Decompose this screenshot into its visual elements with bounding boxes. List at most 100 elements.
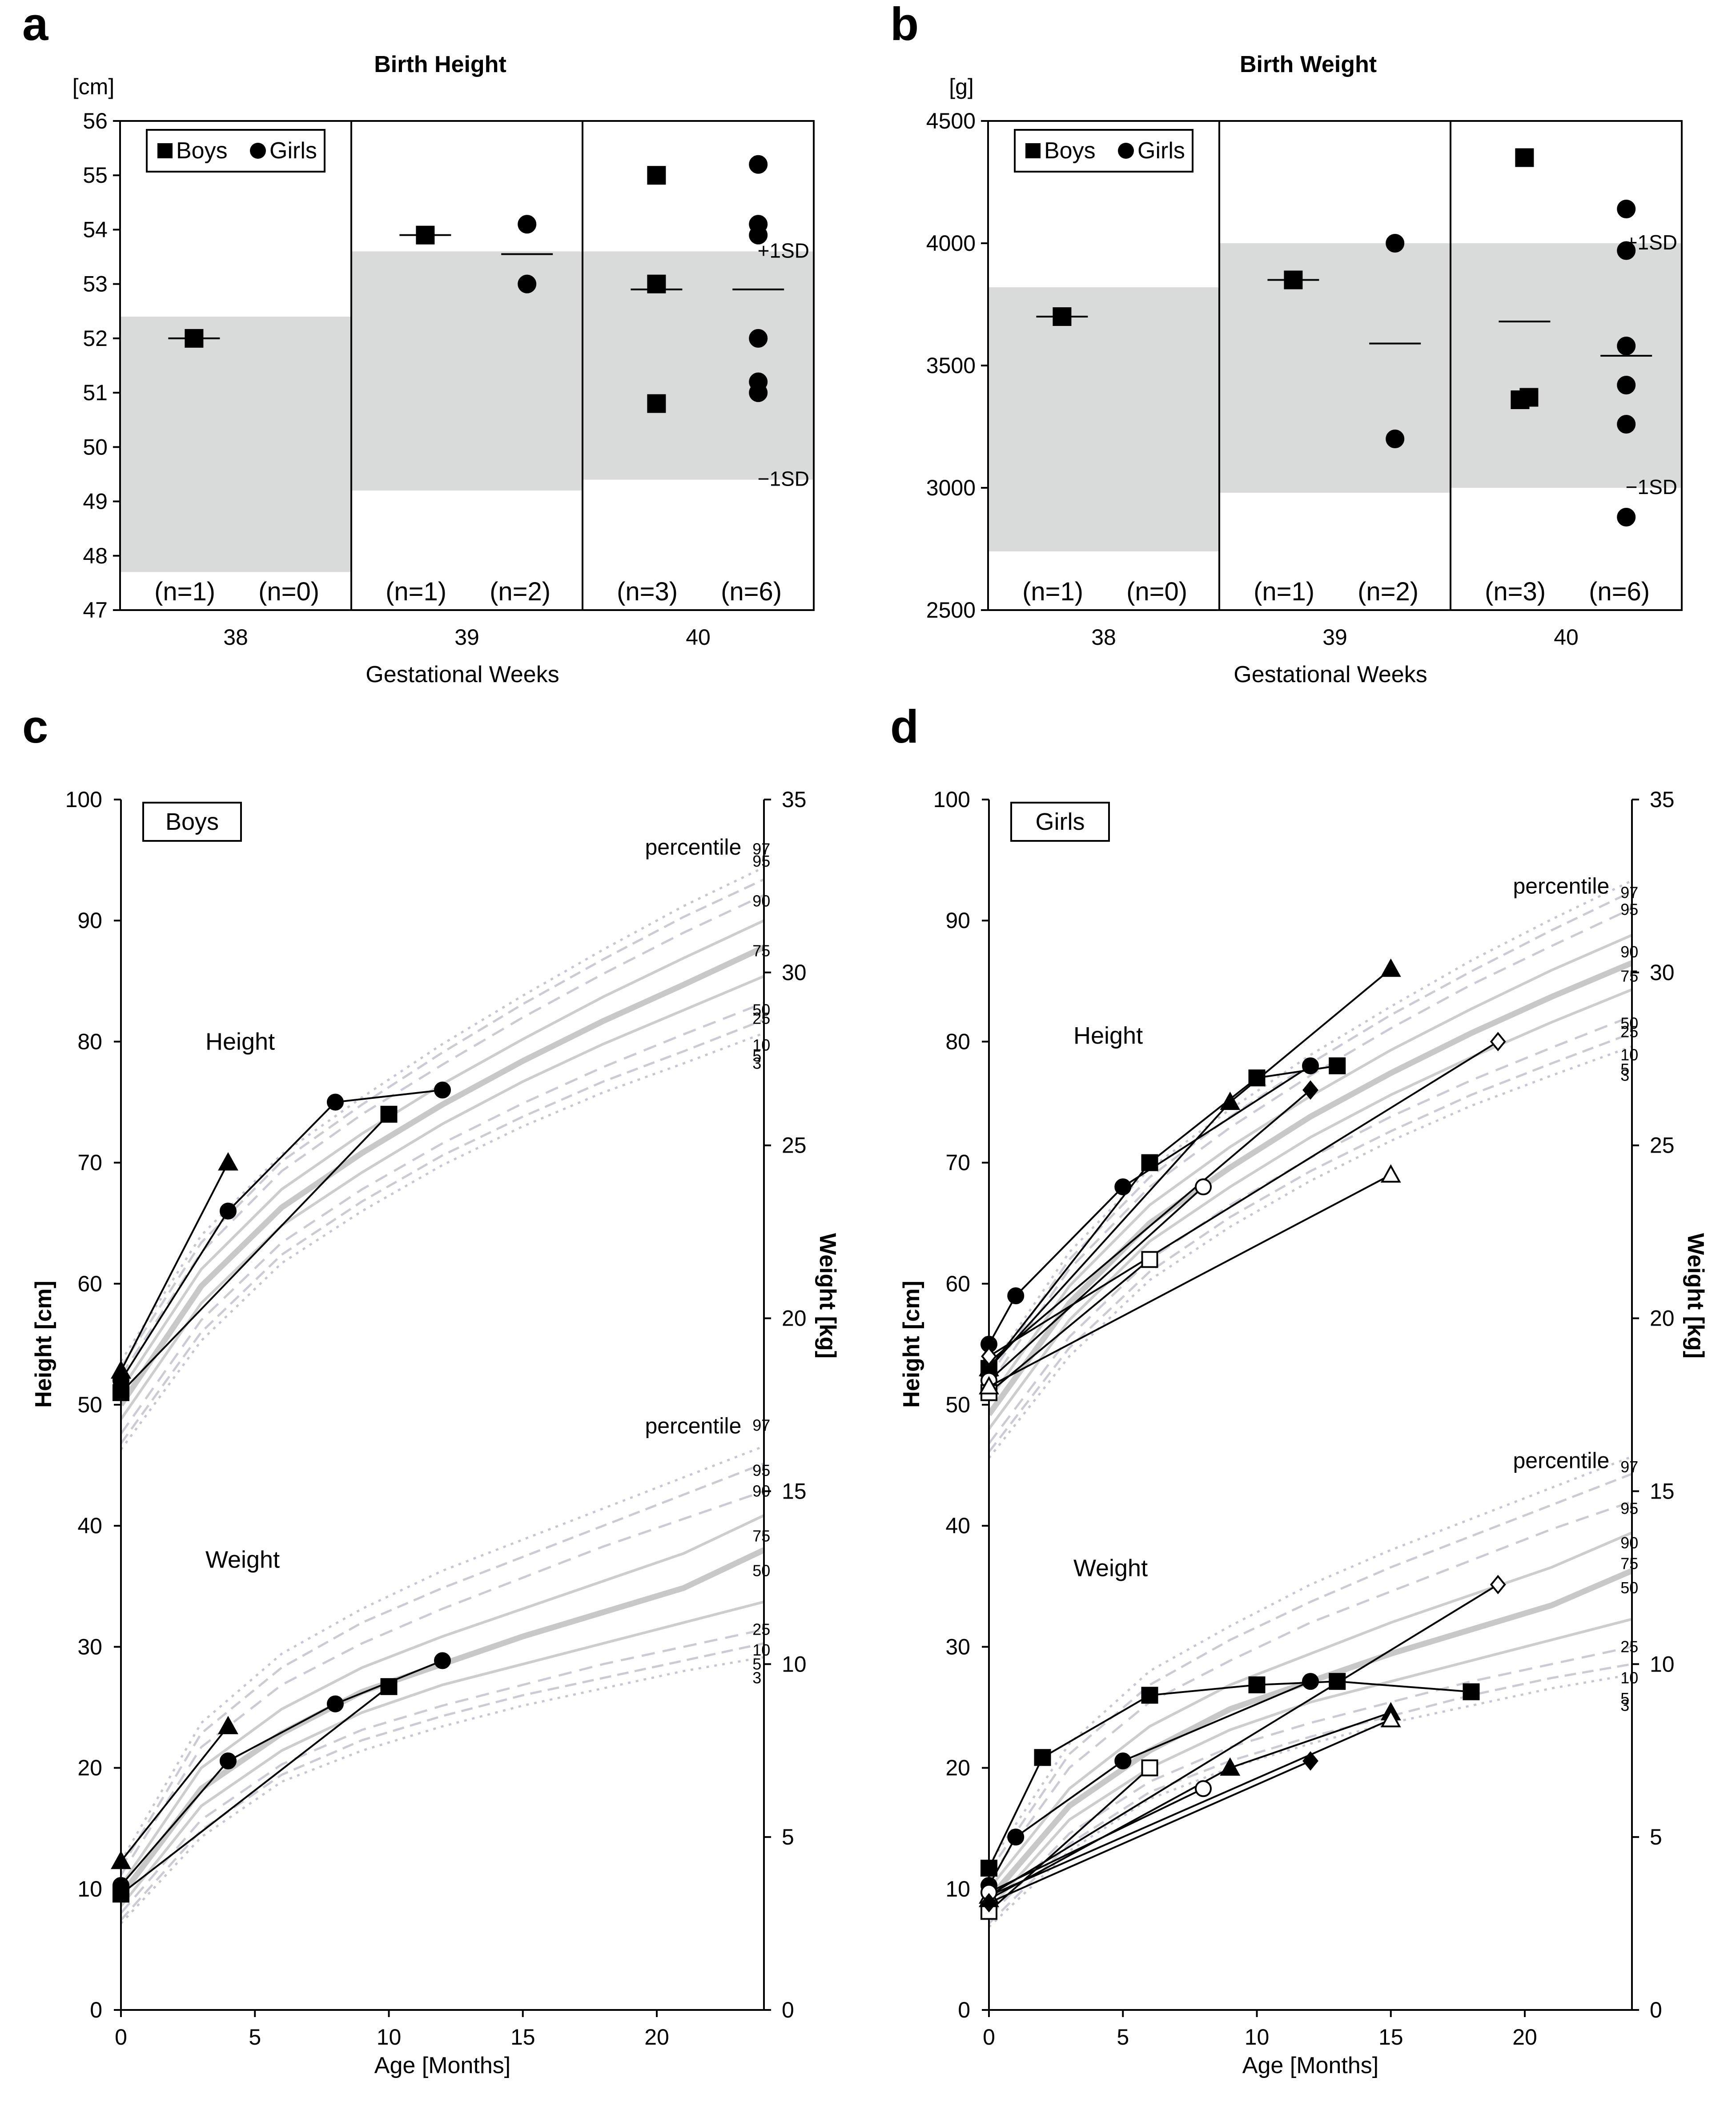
panel-letter: c [22,703,48,753]
weight-data-point [1380,1709,1401,1728]
weight-percentile-p50 [989,1568,1632,1901]
weight-data-point [111,1850,131,1869]
weight-percentile-label: 10 [1620,1668,1638,1687]
height-percentile-label: 95 [1620,900,1638,919]
x-tick-label: 15 [510,2025,535,2050]
weight-series-line [120,1686,390,1895]
birth-weight-chart: b Birth Weight [g] 2500 3000 3500 4000 4500 38 (n… [890,0,1683,687]
x-tick-label: 39 [1322,625,1347,650]
height-percentile-label: 10 [752,1036,770,1054]
height-percentile-label: 25 [752,1009,770,1028]
height-percentile-p90 [989,907,1632,1386]
height-percentile-p90 [121,894,764,1377]
height-percentile-p5 [989,1032,1632,1453]
boys-point [647,166,666,185]
weight-percentile-p5 [989,1663,1632,1925]
weight-percentile-p3 [989,1673,1632,1928]
y-tick-label: 2500 [926,598,976,623]
weight-data-point [113,1885,129,1903]
weight-percentile-label: 5 [752,1655,761,1673]
y2-tick-label: 20 [782,1306,807,1331]
legend-marker-girls [1118,143,1134,159]
weight-percentile-p3 [121,1656,764,1925]
sd-lower-label: −1SD [758,467,809,490]
height-data-point [218,1152,238,1171]
x-tick-label: 40 [686,625,711,650]
weight-data-point [1114,1752,1132,1770]
x-tick-label: 38 [223,625,248,650]
weight-percentile-p75 [121,1514,764,1886]
sd-band [120,317,351,572]
girls-point [749,155,768,174]
height-data-point [327,1093,344,1111]
weight-percentile-label: 95 [752,1461,770,1479]
weight-series [981,1751,1318,1913]
weight-data-point [218,1716,238,1734]
girls-point [1617,200,1636,218]
weight-data-point [380,1678,398,1695]
height-series [113,1081,451,1389]
y2-tick-label: 30 [1650,960,1675,985]
panel-a: a Birth Height [cm] 47 48 49 50 51 52 53 54 55 56 38 (… [0,0,868,694]
height-percentile-label: 10 [1620,1045,1638,1064]
weight-percentile-p90 [989,1500,1632,1879]
weight-series-line [989,1718,1391,1897]
girls-point [1617,337,1636,355]
height-series [979,1164,1401,1395]
weight-percentile-label: 97 [1620,1458,1638,1476]
height-percentile-title: percentile [645,835,741,860]
y-tick-label: 3500 [926,353,976,378]
y2-axis-label: Weight [kg] [815,1233,840,1358]
y-tick-label: 51 [83,380,108,405]
x-tick-label: 20 [1512,2025,1537,2050]
girls-point [1617,508,1636,526]
count-label-girls: (n=6) [721,577,782,606]
weight-data-point [981,1860,997,1877]
chart-title: Birth Weight [1240,52,1377,77]
weight-section-label: Weight [205,1546,280,1573]
weight-percentile-label: 50 [1620,1579,1638,1597]
height-data-point [1007,1287,1025,1305]
y2-tick-label: 25 [782,1133,807,1158]
height-data-point [1329,1057,1346,1074]
weight-data-point [1141,1759,1158,1776]
weight-data-point [1034,1749,1051,1766]
y-axis-unit: [g] [949,74,974,99]
height-series-line [120,1089,443,1381]
y-tick-label: 52 [83,326,108,351]
weight-percentile-label: 3 [752,1668,761,1687]
girls-point [1386,234,1405,253]
height-percentile-label: 50 [752,1001,770,1019]
weight-data-point [1007,1829,1025,1846]
weight-series-line [989,1760,1311,1904]
weight-series [113,1652,451,1894]
weight-percentile-p25 [989,1618,1632,1911]
chart-title: Birth Height [374,52,506,77]
weight-data-point [434,1652,451,1669]
weight-percentile-label: 90 [752,1482,770,1500]
weight-series [111,1716,238,1869]
x-tick-label: 15 [1378,2025,1403,2050]
y2-tick-label: 30 [782,960,807,985]
group-label-box [1010,802,1110,842]
height-percentile-label: 5 [752,1047,761,1065]
y-tick-label: 53 [83,272,108,297]
weight-series-line [988,1767,1150,1912]
y2-tick-label: 15 [782,1479,807,1503]
y-tick-label: 80 [77,1029,102,1054]
height-data-point [1380,958,1401,977]
height-percentile-label: 25 [1620,1023,1638,1041]
boys-point [1284,270,1303,289]
weight-series-line [120,1726,229,1862]
y-tick-label: 0 [958,1997,970,2022]
sd-band [583,251,814,480]
boys-point [185,329,204,348]
legend-box [146,129,326,173]
weight-percentile-p97 [989,1455,1632,1865]
y-tick-label: 70 [945,1150,970,1175]
y-tick-label: 55 [83,163,108,188]
y-tick-label: 20 [945,1756,970,1780]
count-label-girls: (n=0) [258,577,319,606]
y-tick-label: 48 [83,543,108,568]
